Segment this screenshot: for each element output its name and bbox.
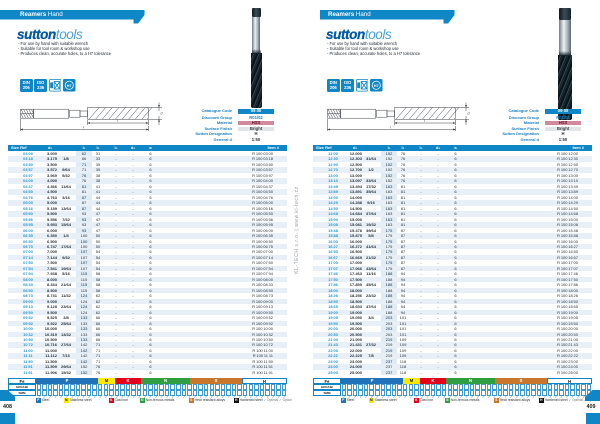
svg-text:d: d: [161, 112, 164, 116]
svg-text:d: d: [468, 112, 471, 116]
svg-text:l: l: [390, 126, 391, 130]
svg-text:l: l: [117, 119, 118, 123]
svg-text:H7: H7: [374, 83, 379, 88]
svg-text:l: l: [83, 126, 84, 130]
svg-text:l: l: [424, 119, 425, 123]
svg-text:H7: H7: [67, 83, 72, 88]
